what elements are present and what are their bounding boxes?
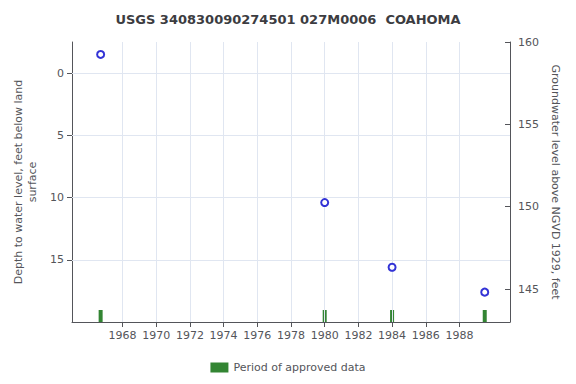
svg-text:1988: 1988 bbox=[445, 329, 473, 342]
svg-text:1980: 1980 bbox=[311, 329, 339, 342]
svg-text:15: 15 bbox=[50, 253, 64, 266]
svg-text:10: 10 bbox=[50, 191, 64, 204]
svg-text:145: 145 bbox=[518, 283, 539, 296]
svg-text:1978: 1978 bbox=[277, 329, 305, 342]
svg-text:1976: 1976 bbox=[243, 329, 271, 342]
svg-text:1974: 1974 bbox=[210, 329, 238, 342]
svg-text:USGS 340830090274501 027M0006: USGS 340830090274501 027M0006 COAHOMA bbox=[115, 12, 460, 27]
svg-text:5: 5 bbox=[57, 129, 64, 142]
svg-text:1970: 1970 bbox=[142, 329, 170, 342]
svg-text:0: 0 bbox=[57, 67, 64, 80]
svg-text:1968: 1968 bbox=[109, 329, 137, 342]
svg-text:1982: 1982 bbox=[344, 329, 372, 342]
svg-text:Depth to water level, feet bel: Depth to water level, feet below land bbox=[12, 80, 25, 285]
svg-text:1986: 1986 bbox=[412, 329, 440, 342]
svg-text:1972: 1972 bbox=[176, 329, 204, 342]
svg-text:Period of approved data: Period of approved data bbox=[233, 361, 365, 374]
svg-text:160: 160 bbox=[518, 36, 539, 49]
svg-text:150: 150 bbox=[518, 200, 539, 213]
svg-text:surface: surface bbox=[26, 161, 39, 202]
svg-text:155: 155 bbox=[518, 118, 539, 131]
svg-text:1984: 1984 bbox=[378, 329, 406, 342]
svg-text:Groundwater level above NGVD 1: Groundwater level above NGVD 1929, feet bbox=[549, 64, 562, 300]
